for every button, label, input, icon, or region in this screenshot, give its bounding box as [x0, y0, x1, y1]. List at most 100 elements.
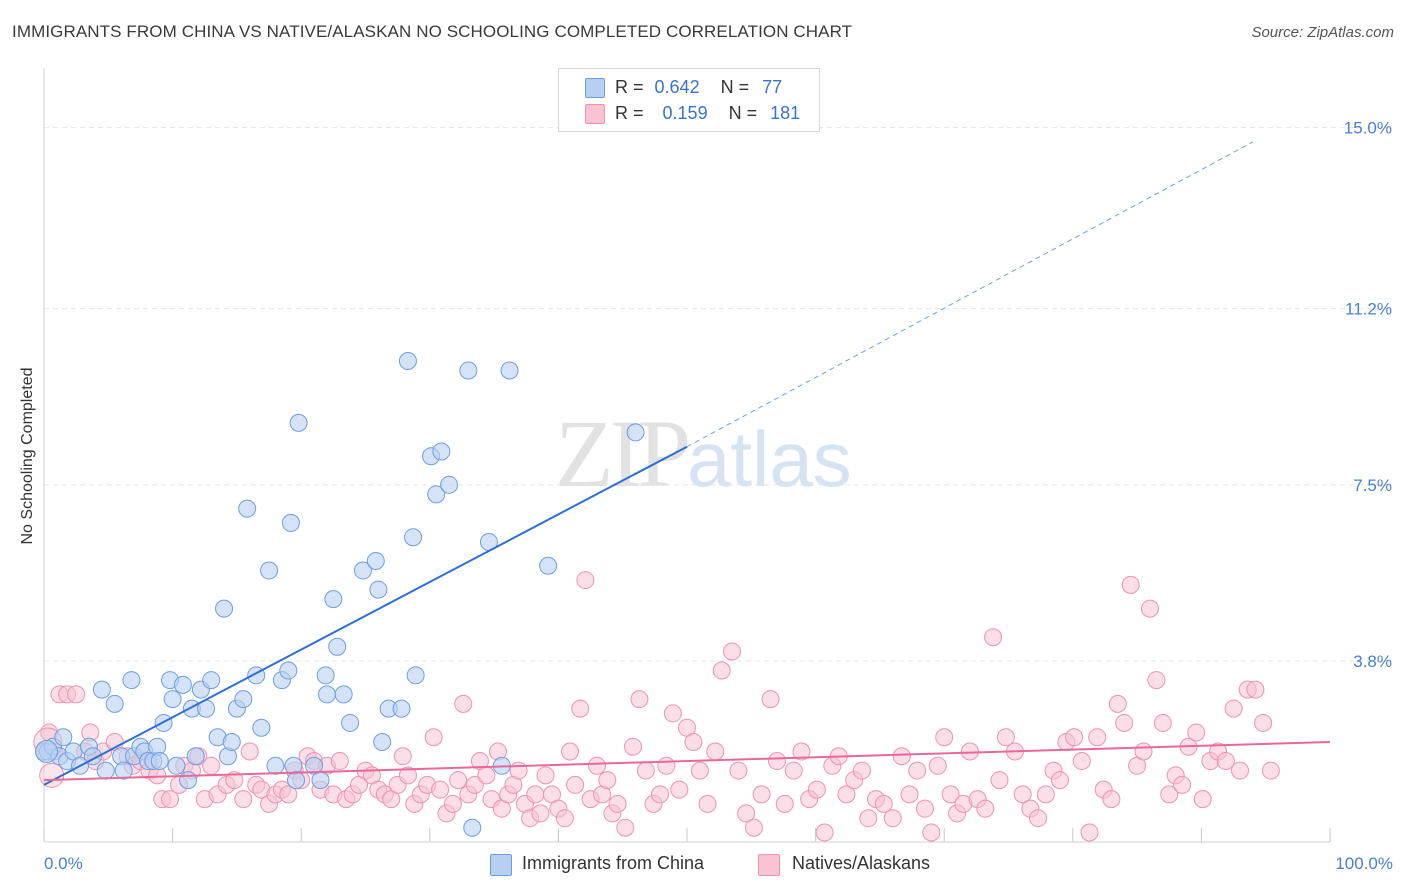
china-point: [398, 351, 417, 370]
natives-point: [892, 747, 911, 766]
natives-point: [234, 790, 253, 809]
natives-point: [443, 794, 462, 813]
natives-point: [509, 761, 528, 780]
natives-point: [531, 804, 550, 823]
natives-point: [1036, 785, 1055, 804]
chart-title: IMMIGRANTS FROM CHINA VS NATIVE/ALASKAN …: [12, 22, 853, 41]
natives-point: [393, 747, 412, 766]
natives-point: [598, 771, 617, 790]
china-point: [281, 513, 300, 532]
natives-point: [744, 818, 763, 837]
natives-point: [431, 780, 450, 799]
natives-point: [576, 571, 595, 590]
y-tick-label: 15.0%: [1344, 119, 1392, 138]
natives-point: [1140, 599, 1159, 618]
bottom-legend-label-china: Immigrants from China: [522, 853, 705, 873]
china-point: [114, 761, 133, 780]
x-tick-label-min: 0.0%: [44, 854, 83, 873]
natives-point: [723, 642, 742, 661]
natives-point: [650, 785, 669, 804]
natives-point: [608, 794, 627, 813]
natives-point: [202, 756, 221, 775]
china-point: [150, 752, 169, 771]
natives-point: [398, 766, 417, 785]
tick-labels: 3.8% 7.5% 11.2% 15.0% 0.0% 100.0%: [44, 119, 1393, 873]
natives-point: [571, 699, 590, 718]
natives-point: [883, 809, 902, 828]
natives-point: [1230, 761, 1249, 780]
natives-point: [996, 728, 1015, 747]
china-point: [392, 699, 411, 718]
natives-point: [1121, 575, 1140, 594]
natives-point: [792, 742, 811, 761]
china-point: [539, 556, 558, 575]
natives-point: [775, 794, 794, 813]
natives-point: [761, 690, 780, 709]
natives-point: [161, 790, 180, 809]
china-point: [311, 771, 330, 790]
natives-point: [555, 809, 574, 828]
natives-point: [1246, 680, 1265, 699]
china-point: [252, 718, 271, 737]
natives-point: [990, 771, 1009, 790]
natives-point: [928, 756, 947, 775]
china-trend-extension: [686, 141, 1254, 448]
china-point: [353, 561, 372, 580]
china-point: [96, 761, 115, 780]
china-point: [179, 771, 198, 790]
china-point: [316, 666, 335, 685]
watermark: ZIPatlas: [555, 398, 852, 509]
china-point: [334, 685, 353, 704]
legend-swatch-pink: [585, 104, 605, 124]
china-point: [369, 580, 388, 599]
china-point: [266, 756, 285, 775]
natives-point: [240, 742, 259, 761]
china-point: [328, 637, 347, 656]
natives-point: [752, 785, 771, 804]
china-point: [173, 675, 192, 694]
trend-lines: [43, 141, 1331, 786]
natives-point: [729, 761, 748, 780]
natives-point: [663, 704, 682, 723]
source-label[interactable]: Source: ZipAtlas.com: [1251, 24, 1394, 41]
china-point: [234, 690, 253, 709]
y-tick-label: 3.8%: [1353, 652, 1392, 671]
legend-r-value: 0.642: [654, 77, 700, 97]
natives-point: [1187, 723, 1206, 742]
china-point: [92, 680, 111, 699]
natives-point: [670, 780, 689, 799]
natives-point: [859, 809, 878, 828]
natives-point: [712, 661, 731, 680]
natives-point: [1108, 694, 1127, 713]
natives-point: [630, 690, 649, 709]
natives-point: [1102, 790, 1121, 809]
y-tick-label: 11.2%: [1345, 300, 1392, 319]
china-point: [463, 818, 482, 837]
natives-point: [1147, 671, 1166, 690]
china-point: [459, 361, 478, 380]
natives-point: [1173, 775, 1192, 794]
natives-point: [454, 694, 473, 713]
china-point: [260, 561, 279, 580]
china-point: [317, 685, 336, 704]
natives-point: [623, 737, 642, 756]
bottom-legend-swatch-pink: [758, 854, 780, 876]
natives-point: [526, 785, 545, 804]
natives-point: [1216, 752, 1235, 771]
legend-r-label: R =: [615, 103, 644, 123]
natives-point: [1261, 761, 1280, 780]
natives-point: [1160, 785, 1179, 804]
legend-swatch-blue: [585, 78, 605, 98]
china-point: [432, 442, 451, 461]
china-point: [54, 728, 73, 747]
natives-point: [984, 628, 1003, 647]
legend-n-value: 181: [770, 103, 801, 123]
natives-point: [225, 771, 244, 790]
natives-point: [636, 761, 655, 780]
natives-point: [1013, 785, 1032, 804]
china-point: [222, 732, 241, 751]
axes: [43, 68, 1331, 843]
natives-trend-line: [43, 740, 1331, 782]
watermark-atlas: atlas: [687, 415, 852, 503]
natives-point: [807, 780, 826, 799]
